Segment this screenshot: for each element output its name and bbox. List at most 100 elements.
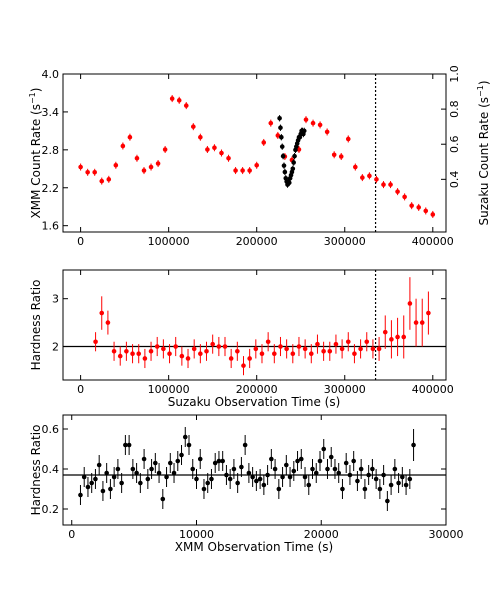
data-point	[284, 346, 289, 352]
data-point	[197, 456, 203, 462]
data-point	[301, 128, 307, 134]
data-point	[93, 339, 98, 345]
data-point	[240, 168, 245, 173]
data-point	[216, 458, 222, 464]
data-point	[111, 349, 117, 354]
data-point	[134, 155, 140, 161]
data-point	[85, 484, 91, 490]
data-point	[134, 470, 139, 476]
data-point	[233, 168, 238, 173]
data-point	[173, 344, 178, 349]
data-point	[194, 476, 199, 482]
data-point	[336, 470, 342, 476]
data-point	[123, 442, 128, 448]
data-point	[376, 346, 382, 352]
data-point	[343, 460, 349, 466]
panel-top-y2-label: Suzaku Count Rate (s−1)	[476, 80, 491, 225]
data-point	[186, 442, 192, 448]
data-point	[160, 496, 166, 502]
panel-bottom-frame	[62, 414, 447, 526]
data-point	[324, 129, 330, 135]
y-tick-label: 0.6	[42, 423, 60, 436]
data-point	[331, 152, 337, 158]
data-point	[268, 120, 274, 126]
data-point	[124, 349, 129, 354]
data-point	[276, 486, 282, 492]
data-point	[430, 212, 436, 217]
data-point	[396, 480, 401, 486]
data-point	[360, 175, 365, 180]
data-point	[115, 466, 121, 472]
y-tick-label: 1.6	[42, 220, 60, 233]
data-point	[317, 122, 323, 128]
data-point	[310, 120, 316, 126]
panel-top-series	[78, 95, 436, 218]
data-point	[308, 351, 314, 356]
data-point	[257, 476, 263, 482]
data-point	[306, 482, 312, 488]
x-tick-label: 0	[68, 528, 75, 541]
panel-middle-y-label: Hardness Ratio	[29, 280, 43, 371]
panel-middle-x-label: Suzaku Observation Time (s)	[168, 395, 341, 409]
data-point	[220, 458, 225, 464]
data-point	[392, 466, 398, 472]
data-point	[295, 458, 300, 464]
data-point	[179, 452, 184, 458]
data-point	[119, 480, 124, 486]
panel-bottom-series	[78, 427, 416, 511]
panel-bottom-x-label: XMM Observation Time (s)	[175, 540, 333, 554]
data-point	[162, 147, 168, 152]
data-point	[310, 466, 315, 472]
data-point	[222, 344, 228, 349]
data-point	[89, 480, 94, 486]
data-point	[185, 356, 191, 361]
data-point	[279, 144, 285, 149]
data-point	[167, 351, 172, 356]
data-point	[327, 349, 333, 354]
data-point	[176, 98, 182, 103]
data-point	[105, 320, 111, 325]
x-tick-label: 300000	[324, 383, 366, 396]
data-point	[362, 486, 368, 492]
data-point	[99, 310, 105, 316]
data-point	[136, 351, 142, 356]
data-point	[402, 194, 407, 200]
panel-bottom-hardness: 0 10000 20000 30000 0.2 0.4 0.6 Hardness Rati…	[29, 414, 464, 554]
data-point	[321, 446, 327, 452]
data-point	[303, 117, 309, 122]
data-point	[212, 460, 218, 466]
data-point	[242, 442, 248, 448]
data-point	[265, 472, 270, 478]
data-point	[280, 474, 285, 480]
data-point	[106, 177, 112, 182]
data-point	[117, 353, 123, 359]
data-point	[395, 334, 400, 340]
data-point	[141, 456, 147, 462]
data-point	[407, 301, 413, 306]
data-point	[352, 351, 357, 356]
panel-top-y-ticks: 1.6 2.2 2.8 3.4 4.0	[42, 68, 68, 233]
y-tick-label: 0.2	[42, 503, 60, 516]
data-point	[284, 462, 289, 468]
data-point	[370, 346, 376, 352]
data-point	[161, 346, 166, 352]
data-point	[153, 460, 158, 466]
data-point	[241, 363, 246, 368]
data-point	[247, 356, 252, 361]
y-tick-label: 2.8	[42, 144, 60, 157]
data-point	[381, 472, 386, 478]
data-point	[395, 189, 400, 194]
data-point	[291, 468, 297, 474]
data-point	[78, 164, 83, 170]
data-point	[388, 182, 393, 187]
data-point	[389, 337, 394, 342]
data-point	[78, 492, 83, 498]
data-point	[338, 154, 344, 159]
data-point	[315, 341, 320, 347]
y-tick-label: 2.2	[42, 182, 60, 195]
data-point	[364, 339, 370, 345]
data-point	[290, 351, 296, 356]
data-point	[358, 466, 364, 472]
panel-middle-series	[93, 277, 431, 376]
